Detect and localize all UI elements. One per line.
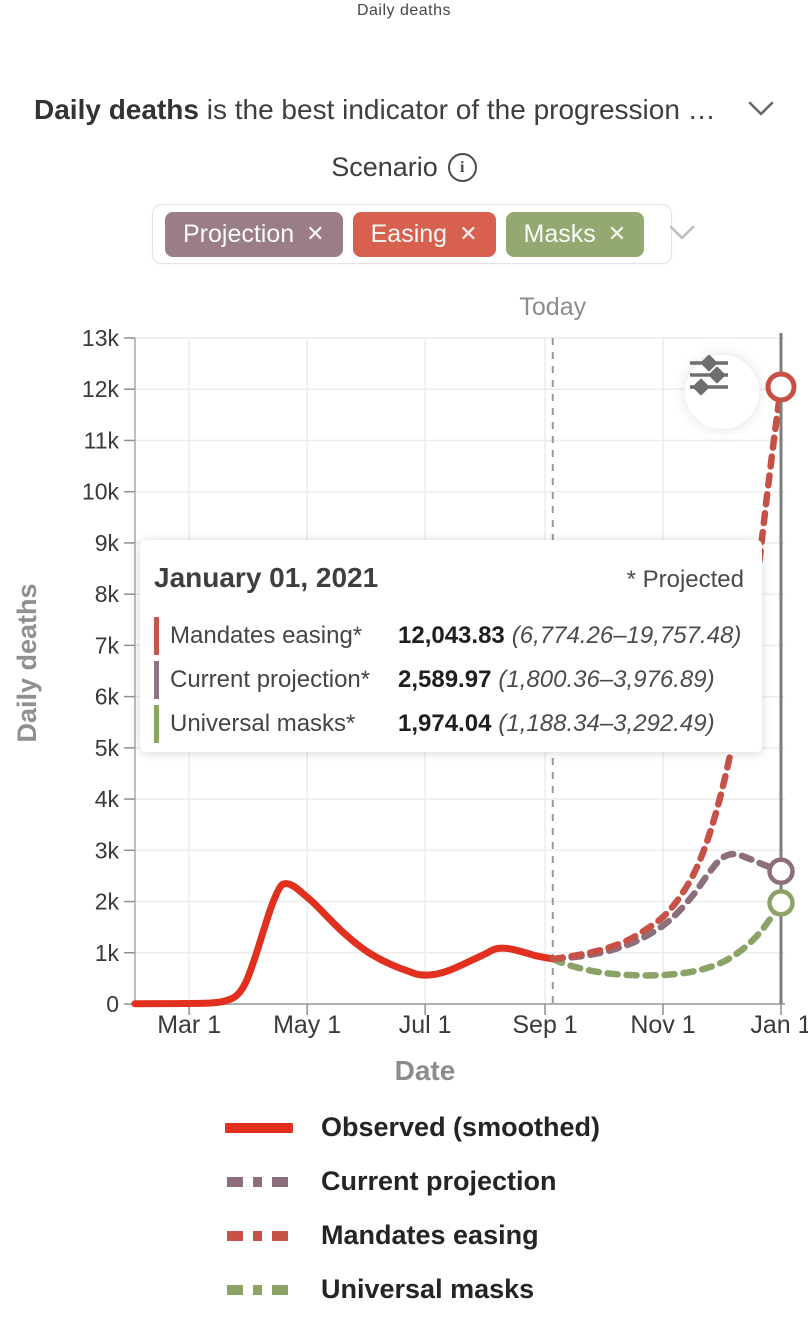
description-rest: is the best indicator of the progression… <box>198 94 716 125</box>
tooltip-row-masks: Universal masks* 1,974.04 (1,188.34–3,29… <box>154 702 744 746</box>
chart-area[interactable]: Today 0 1k 2k 3k 4k 5k 6k 7k 8k 9k 10k 11k 12k 13k Mar … <box>0 285 808 1100</box>
legend-swatch-dashed <box>225 1229 293 1241</box>
y-tick-label: 0 <box>106 991 119 1017</box>
endpoint-marker-universal-masks <box>767 889 795 917</box>
y-tick-label: 13k <box>82 325 120 351</box>
tooltip-series-value: 12,043.83 <box>398 622 505 649</box>
series-observed-smoothed- <box>131 880 557 1008</box>
tooltip-series-name: Mandates easing* <box>170 622 363 649</box>
close-icon[interactable]: ✕ <box>607 221 627 246</box>
chip-projection[interactable]: Projection ✕ <box>165 211 343 257</box>
y-tick-label: 2k <box>95 889 120 915</box>
chart-legend: Observed (smoothed) Current projection M… <box>0 1100 808 1316</box>
y-tick-label: 9k <box>95 530 120 556</box>
chart-tooltip: January 01, 2021 * Projected Mandates ea… <box>140 540 762 752</box>
legend-label: Observed (smoothed) <box>321 1111 601 1142</box>
legend-swatch-dashed <box>225 1283 293 1295</box>
description-bold: Daily deaths <box>34 94 199 125</box>
tooltip-series-range: (6,774.26–19,757.48) <box>511 622 742 649</box>
endpoint-marker-mandates-easing <box>765 371 797 403</box>
x-tick-label: Jan 1 <box>750 1011 808 1039</box>
chevron-down-icon <box>748 101 774 120</box>
scenario-label: Scenario <box>331 152 438 182</box>
series-color-bar <box>154 705 159 743</box>
y-tick-label: 10k <box>82 479 120 505</box>
scenario-row: Scenario i <box>0 152 808 183</box>
y-tick-label: 6k <box>95 684 120 710</box>
x-tick-label: May 1 <box>273 1011 341 1039</box>
today-label: Today <box>519 293 586 321</box>
y-tick-label: 8k <box>95 581 120 607</box>
tooltip-series-value: 1,974.04 <box>398 710 492 737</box>
legend-item-observed: Observed (smoothed) <box>0 1100 808 1154</box>
page-title: Daily deaths <box>356 2 452 19</box>
tooltip-date: January 01, 2021 <box>154 562 379 593</box>
chevron-down-icon <box>668 225 696 245</box>
description-text: Daily deaths is the best indicator of th… <box>34 94 716 126</box>
legend-swatch-dashed <box>225 1175 293 1187</box>
legend-label: Mandates easing <box>321 1219 539 1250</box>
y-tick-label: 3k <box>95 837 120 863</box>
legend-label: Current projection <box>321 1165 557 1196</box>
chip-easing-label: Easing <box>370 219 448 248</box>
x-tick-label: Jul 1 <box>399 1011 452 1039</box>
tooltip-series-range: (1,800.36–3,976.89) <box>498 666 715 693</box>
close-icon[interactable]: ✕ <box>306 221 325 246</box>
legend-item-masks: Universal masks <box>0 1262 808 1316</box>
chip-masks-label: Masks <box>523 219 596 248</box>
y-tick-label: 1k <box>95 940 120 966</box>
series-universal-masks <box>549 899 785 979</box>
y-tick-label: 5k <box>95 735 120 761</box>
legend-label: Universal masks <box>321 1273 535 1304</box>
endpoint-marker-current-projection <box>767 857 795 886</box>
series-color-bar <box>154 617 159 655</box>
tooltip-row-projection: Current projection* 2,589.97 (1,800.36–3… <box>154 658 744 702</box>
tooltip-row-easing: Mandates easing* 12,043.83 (6,774.26–19,… <box>154 614 744 658</box>
x-tick-label: Sep 1 <box>512 1011 577 1039</box>
legend-item-easing: Mandates easing <box>0 1208 808 1262</box>
chip-projection-label: Projection <box>183 219 295 248</box>
close-icon[interactable]: ✕ <box>459 221 478 246</box>
description-row[interactable]: Daily deaths is the best indicator of th… <box>34 94 778 126</box>
chip-masks[interactable]: Masks ✕ <box>505 211 645 257</box>
tooltip-projected-note: * Projected <box>626 566 744 593</box>
legend-item-projection: Current projection <box>0 1154 808 1208</box>
legend-swatch-solid <box>222 1121 296 1133</box>
tooltip-series-name: Current projection* <box>170 666 371 693</box>
y-tick-label: 7k <box>95 632 120 658</box>
scenario-dropdown-chevron[interactable] <box>662 223 702 246</box>
tooltip-series-range: (1,188.34–3,292.49) <box>498 710 715 737</box>
tooltip-series-value: 2,589.97 <box>398 666 492 693</box>
y-axis-title: Daily deaths <box>12 583 42 742</box>
tooltip-series-name: Universal masks* <box>170 710 356 737</box>
info-icon[interactable]: i <box>447 153 477 182</box>
x-axis-title: Date <box>395 1055 456 1086</box>
scenario-select[interactable]: Projection ✕ Easing ✕ Masks ✕ <box>152 204 695 264</box>
y-tick-label: 4k <box>95 786 120 812</box>
x-tick-label: Mar 1 <box>157 1011 221 1039</box>
series-color-bar <box>154 661 159 699</box>
x-tick-label: Nov 1 <box>630 1011 695 1039</box>
series-current-projection <box>549 850 785 963</box>
description-expand-button[interactable] <box>744 97 778 124</box>
chart-settings-button[interactable] <box>684 354 760 430</box>
y-tick-label: 11k <box>84 427 120 453</box>
y-tick-label: 12k <box>82 376 120 402</box>
chip-easing[interactable]: Easing ✕ <box>352 211 496 257</box>
